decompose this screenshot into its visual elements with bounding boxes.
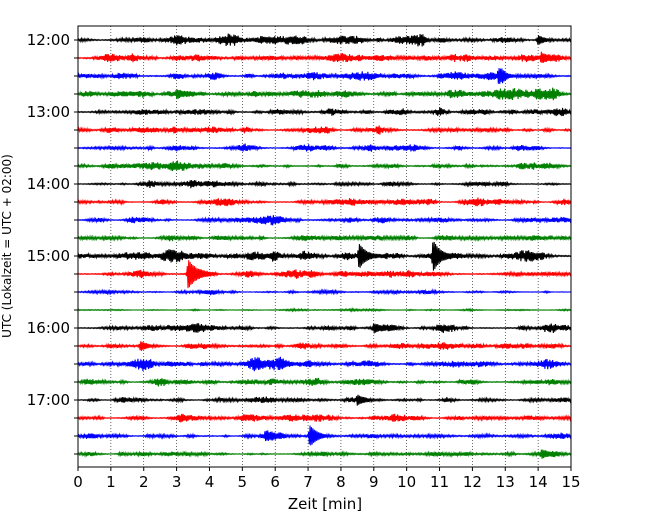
seismogram-trace (77, 51, 572, 64)
x-axis-ticks: 0 1 2 3 4 5 6 7 8 9 10 11 12 13 14 15 (73, 467, 581, 491)
x-tick-label: 15 (561, 473, 580, 491)
seismogram-trace (77, 377, 572, 387)
seismogram-trace (77, 307, 572, 313)
seismogram-trace (77, 260, 572, 289)
y-tick-label: 16:00 (27, 319, 70, 337)
x-tick-label: 13 (496, 473, 515, 491)
x-tick-label: 0 (73, 473, 83, 491)
seismogram-trace (77, 241, 572, 271)
x-tick-label: 4 (205, 473, 215, 491)
seismogram-trace (77, 197, 572, 207)
seismogram-trace (77, 87, 572, 101)
x-tick-label: 14 (529, 473, 548, 491)
seismogram-trace (77, 323, 572, 334)
y-tick-label: 14:00 (27, 175, 70, 193)
y-tick-label: 15:00 (27, 247, 70, 265)
x-tick-label: 11 (430, 473, 449, 491)
x-tick-label: 6 (270, 473, 280, 491)
x-tick-label: 10 (397, 473, 416, 491)
y-tick-label: 17:00 (27, 391, 70, 409)
x-tick-label: 5 (238, 473, 248, 491)
seismogram-trace (77, 356, 572, 372)
seismogram-trace (77, 125, 572, 135)
seismogram-trace (77, 107, 572, 117)
seismogram-trace (77, 288, 572, 296)
x-tick-label: 8 (336, 473, 346, 491)
y-tick-label: 13:00 (27, 103, 70, 121)
trace-layer (77, 33, 572, 459)
seismogram-trace (77, 413, 572, 423)
y-axis-ticks: 12:00 13:00 14:00 15:00 16:00 17:00 (27, 31, 78, 455)
x-tick-label: 12 (463, 473, 482, 491)
x-axis-label: Zeit [min] (288, 495, 362, 513)
seismogram-trace (77, 160, 572, 172)
y-tick-label: 12:00 (27, 31, 70, 49)
seismogram-trace (77, 394, 572, 406)
seismogram-trace (77, 234, 572, 242)
seismogram-trace (77, 215, 572, 226)
x-tick-label: 7 (303, 473, 313, 491)
seismogram-trace (77, 180, 572, 189)
x-tick-label: 1 (106, 473, 116, 491)
seismogram-trace (77, 33, 572, 47)
x-tick-label: 9 (369, 473, 379, 491)
seismogram-trace (77, 143, 572, 152)
x-tick-label: 3 (172, 473, 182, 491)
seismogram-trace (77, 449, 572, 459)
x-tick-label: 2 (139, 473, 149, 491)
seismogram-trace (77, 425, 572, 446)
y-axis-label: UTC (Lokalzeit = UTC + 02:00) (0, 154, 14, 338)
plot-frame (77, 25, 572, 468)
seismogram-trace (77, 341, 572, 351)
seismogram-trace (77, 68, 572, 85)
